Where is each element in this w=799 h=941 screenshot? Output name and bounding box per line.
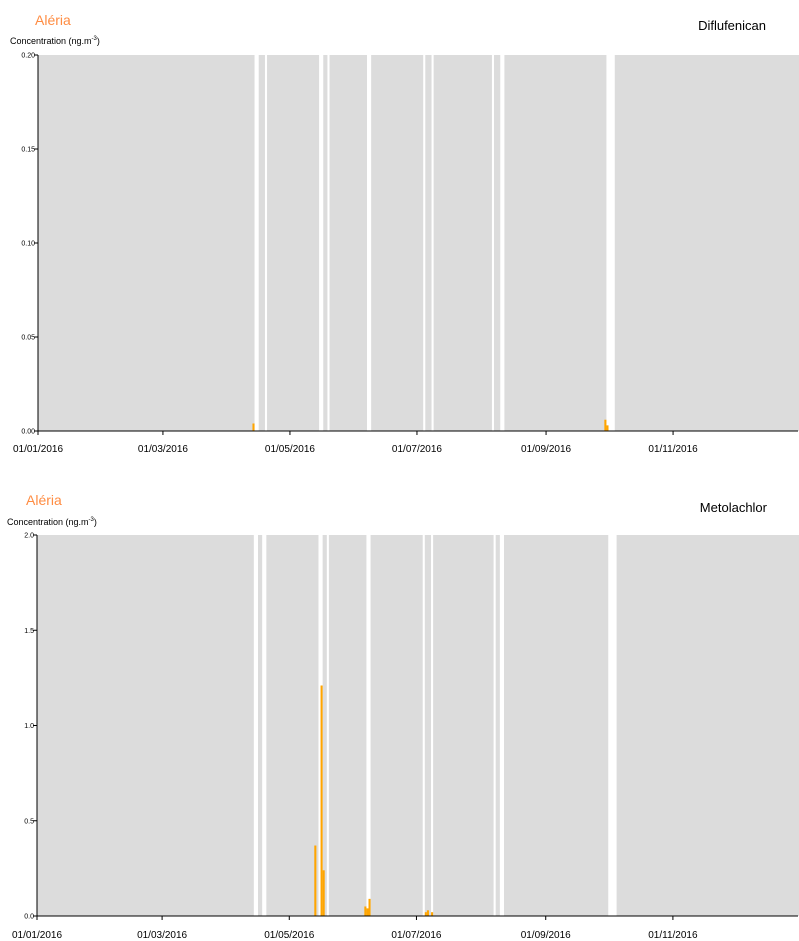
data-bar <box>426 910 429 916</box>
y-tick-label: 0.20 <box>21 53 35 60</box>
x-tick-label: 01/07/2016 <box>391 930 441 941</box>
x-tick-label: 01/09/2016 <box>521 444 571 455</box>
y-axis-label-superscript: -3 <box>89 517 95 523</box>
sampling-period <box>267 55 320 431</box>
sampling-period <box>504 535 609 916</box>
x-tick-label: 01/05/2016 <box>265 444 315 455</box>
sampling-period <box>370 535 423 916</box>
chart-svg: 0.00 0.05 0.10 0.15 0.20 01/01/2016 01/03/2016… <box>10 12 799 455</box>
sampling-period <box>322 535 327 916</box>
data-bar <box>322 870 325 916</box>
data-bar <box>431 912 434 916</box>
y-axis-label: Concentration (ng.m-3) <box>7 517 97 527</box>
x-tick-label: 01/09/2016 <box>521 930 571 941</box>
y-tick-label: 0.00 <box>21 429 35 436</box>
sampling-period <box>424 535 432 916</box>
chart-title: Diflufenican <box>698 18 766 33</box>
y-axis-label-superscript: -3 <box>92 36 98 42</box>
y-tick-label: 0.5 <box>24 818 34 825</box>
sampling-period <box>504 55 607 431</box>
sampling-period <box>495 535 500 916</box>
chart-metolachlor: 0.0 0.5 1.0 1.5 2.0 01/01/2016 01/03/2016 01/05… <box>0 471 799 941</box>
sampling-period <box>433 535 494 916</box>
site-label: Aléria <box>26 492 62 508</box>
chart-title: Metolachlor <box>700 500 768 515</box>
sampling-period <box>328 535 367 916</box>
sampling-period <box>433 55 492 431</box>
x-tick-label: 01/11/2016 <box>648 930 698 941</box>
site-label: Aléria <box>35 12 71 28</box>
y-tick-label: 1.0 <box>24 723 34 730</box>
y-tick-label: 0.10 <box>21 241 35 248</box>
x-tick-label: 01/05/2016 <box>264 930 314 941</box>
y-axis-label-text: Concentration (ng.m <box>10 36 92 46</box>
y-axis-label-text: Concentration (ng.m <box>7 517 89 527</box>
sampling-period <box>38 55 255 431</box>
x-tick-label: 01/01/2016 <box>13 444 63 455</box>
data-bar <box>252 423 255 431</box>
sampling-period <box>425 55 432 431</box>
sampling-period <box>329 55 367 431</box>
y-axis-label-close: ) <box>94 517 97 527</box>
sampling-period <box>614 55 799 431</box>
sampling-period <box>616 535 799 916</box>
x-tick-label: 01/11/2016 <box>648 444 698 455</box>
y-axis-label-close: ) <box>97 36 100 46</box>
sampling-period <box>371 55 424 431</box>
chart-svg: 0.0 0.5 1.0 1.5 2.0 01/01/2016 01/03/2016 01/05… <box>7 492 799 941</box>
sampling-period <box>266 535 319 916</box>
y-tick-label: 0.15 <box>21 147 35 154</box>
sampling-period <box>37 535 254 916</box>
data-bar <box>424 912 427 916</box>
y-axis-label: Concentration (ng.m-3) <box>10 36 100 46</box>
x-tick-label: 01/07/2016 <box>392 444 442 455</box>
sampling-period <box>323 55 328 431</box>
sampling-period <box>258 55 265 431</box>
chart-diflufenican: 0.00 0.05 0.10 0.15 0.20 01/01/2016 01/03/2016… <box>0 0 799 470</box>
y-tick-label: 1.5 <box>24 628 34 635</box>
data-bar <box>604 419 607 431</box>
data-bar <box>606 425 609 431</box>
data-bar <box>320 685 323 916</box>
sampling-period <box>258 535 263 916</box>
x-tick-label: 01/01/2016 <box>12 930 62 941</box>
data-bar <box>314 845 317 916</box>
y-tick-label: 2.0 <box>24 533 34 540</box>
x-tick-label: 01/03/2016 <box>137 930 187 941</box>
data-bar <box>366 908 369 916</box>
y-tick-label: 0.05 <box>21 335 35 342</box>
x-tick-label: 01/03/2016 <box>138 444 188 455</box>
sampling-period <box>494 55 501 431</box>
y-tick-label: 0.0 <box>24 914 34 921</box>
data-bar <box>364 906 367 916</box>
data-bar <box>368 898 371 916</box>
